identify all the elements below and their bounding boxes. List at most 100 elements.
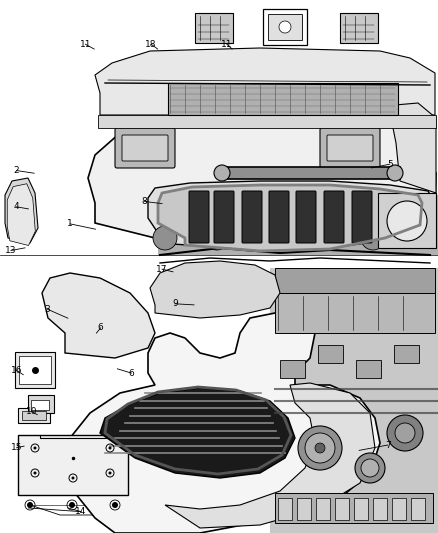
- FancyBboxPatch shape: [275, 293, 435, 333]
- FancyBboxPatch shape: [22, 411, 46, 420]
- FancyBboxPatch shape: [168, 83, 398, 115]
- Circle shape: [109, 447, 112, 449]
- Circle shape: [112, 502, 118, 508]
- Polygon shape: [158, 185, 422, 251]
- Text: 14: 14: [75, 507, 87, 516]
- Text: 15: 15: [11, 443, 22, 452]
- Text: 11: 11: [221, 40, 233, 49]
- FancyBboxPatch shape: [278, 498, 292, 520]
- Text: 17: 17: [156, 265, 168, 273]
- Circle shape: [69, 502, 75, 508]
- Circle shape: [257, 226, 281, 250]
- FancyBboxPatch shape: [280, 360, 305, 378]
- Text: 8: 8: [141, 197, 148, 206]
- Circle shape: [361, 459, 379, 477]
- FancyBboxPatch shape: [411, 498, 425, 520]
- Polygon shape: [165, 383, 375, 528]
- Text: 18: 18: [145, 40, 157, 49]
- Circle shape: [279, 21, 291, 33]
- FancyBboxPatch shape: [297, 498, 311, 520]
- FancyBboxPatch shape: [0, 0, 438, 255]
- Circle shape: [387, 415, 423, 451]
- Text: 16: 16: [11, 366, 22, 375]
- FancyBboxPatch shape: [275, 268, 435, 293]
- Circle shape: [214, 165, 230, 181]
- Circle shape: [361, 226, 385, 250]
- Text: 7: 7: [385, 441, 391, 449]
- Circle shape: [395, 423, 415, 443]
- FancyBboxPatch shape: [275, 493, 433, 523]
- Circle shape: [387, 201, 427, 241]
- FancyBboxPatch shape: [98, 115, 436, 128]
- Circle shape: [355, 453, 385, 483]
- FancyBboxPatch shape: [270, 268, 438, 533]
- FancyBboxPatch shape: [268, 14, 302, 40]
- FancyBboxPatch shape: [263, 9, 307, 45]
- FancyBboxPatch shape: [327, 135, 373, 161]
- Text: 5: 5: [387, 160, 393, 168]
- FancyBboxPatch shape: [18, 435, 128, 495]
- FancyBboxPatch shape: [115, 128, 175, 168]
- FancyBboxPatch shape: [316, 498, 330, 520]
- FancyBboxPatch shape: [335, 498, 349, 520]
- Text: 6: 6: [98, 324, 104, 332]
- FancyBboxPatch shape: [195, 13, 233, 43]
- FancyBboxPatch shape: [220, 167, 400, 179]
- FancyBboxPatch shape: [394, 345, 419, 363]
- FancyBboxPatch shape: [320, 128, 380, 168]
- Polygon shape: [65, 313, 380, 533]
- Polygon shape: [88, 115, 436, 250]
- Circle shape: [205, 226, 229, 250]
- Text: 4: 4: [14, 203, 19, 211]
- FancyBboxPatch shape: [296, 191, 316, 243]
- Polygon shape: [18, 408, 50, 423]
- FancyBboxPatch shape: [122, 135, 168, 161]
- Text: 1: 1: [67, 220, 73, 228]
- Polygon shape: [95, 48, 435, 115]
- FancyBboxPatch shape: [158, 195, 438, 255]
- FancyBboxPatch shape: [352, 191, 372, 243]
- Polygon shape: [150, 261, 280, 318]
- Circle shape: [305, 433, 335, 463]
- FancyBboxPatch shape: [0, 268, 438, 533]
- FancyBboxPatch shape: [31, 400, 49, 410]
- Circle shape: [298, 426, 342, 470]
- Circle shape: [33, 447, 36, 449]
- Polygon shape: [392, 103, 436, 193]
- Circle shape: [71, 477, 74, 480]
- FancyBboxPatch shape: [19, 356, 51, 384]
- Polygon shape: [148, 181, 432, 250]
- FancyBboxPatch shape: [373, 498, 387, 520]
- Text: 2: 2: [14, 166, 19, 175]
- Polygon shape: [5, 178, 38, 243]
- Polygon shape: [42, 273, 155, 358]
- Circle shape: [33, 472, 36, 474]
- Polygon shape: [100, 388, 295, 478]
- FancyBboxPatch shape: [392, 498, 406, 520]
- FancyBboxPatch shape: [340, 13, 378, 43]
- FancyBboxPatch shape: [324, 191, 344, 243]
- Circle shape: [153, 226, 177, 250]
- FancyBboxPatch shape: [189, 191, 209, 243]
- FancyBboxPatch shape: [242, 191, 262, 243]
- FancyBboxPatch shape: [318, 345, 343, 363]
- Circle shape: [387, 165, 403, 181]
- Circle shape: [27, 502, 33, 508]
- Text: 10: 10: [26, 407, 37, 416]
- Polygon shape: [7, 184, 35, 246]
- Text: 13: 13: [5, 246, 17, 255]
- Text: 11: 11: [80, 40, 91, 49]
- FancyBboxPatch shape: [356, 360, 381, 378]
- FancyBboxPatch shape: [378, 193, 436, 248]
- Circle shape: [315, 443, 325, 453]
- Text: 3: 3: [44, 305, 50, 313]
- Circle shape: [309, 226, 333, 250]
- FancyBboxPatch shape: [214, 191, 234, 243]
- Text: 6: 6: [128, 369, 134, 377]
- Text: 9: 9: [172, 300, 178, 308]
- FancyBboxPatch shape: [269, 191, 289, 243]
- FancyBboxPatch shape: [15, 352, 55, 388]
- FancyBboxPatch shape: [354, 498, 368, 520]
- Circle shape: [109, 472, 112, 474]
- FancyBboxPatch shape: [28, 395, 54, 413]
